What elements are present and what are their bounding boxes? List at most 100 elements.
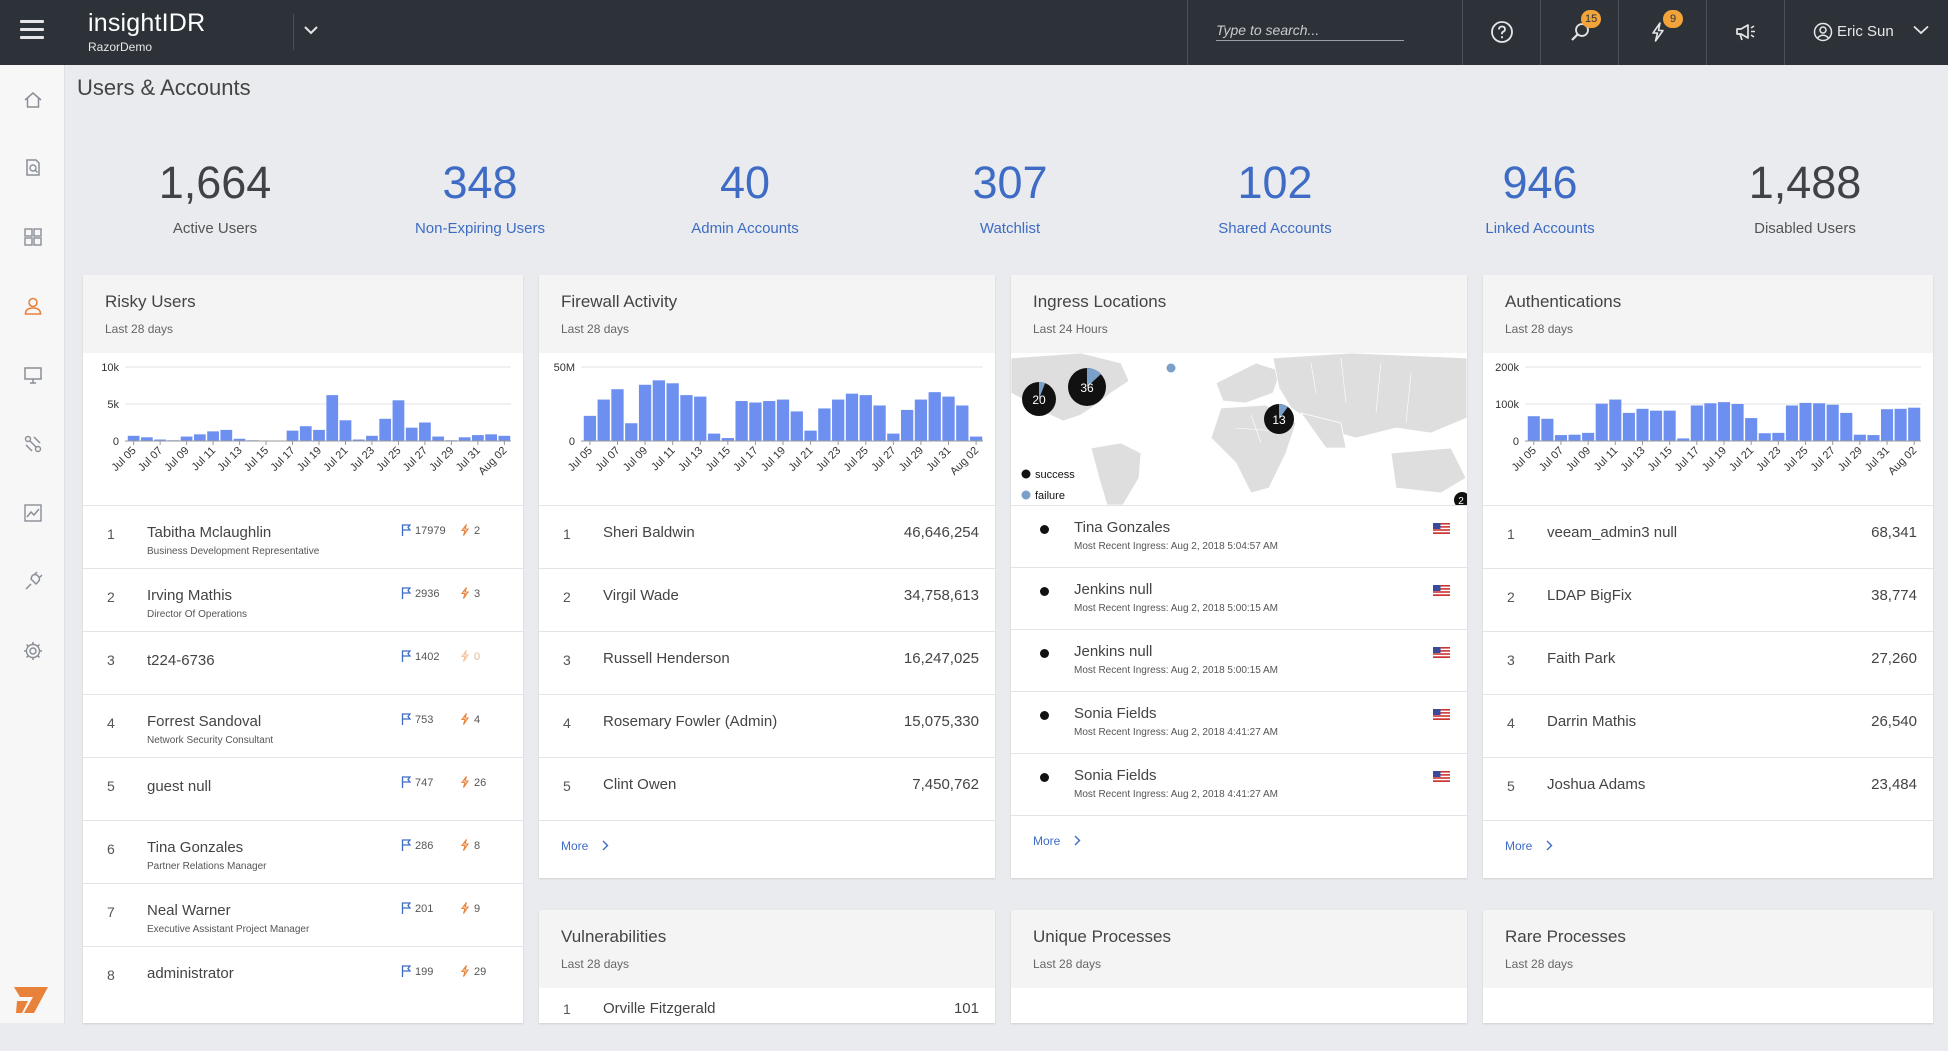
user-menu[interactable]: Eric Sun	[1784, 0, 1948, 65]
risky-user-row[interactable]: 8 administrator 199 29	[83, 946, 523, 1009]
bar[interactable]	[1758, 433, 1771, 441]
bar[interactable]	[1582, 432, 1595, 441]
bar[interactable]	[299, 426, 312, 441]
sidebar-item-users[interactable]	[18, 291, 48, 321]
bar[interactable]	[180, 436, 193, 441]
bar[interactable]	[611, 389, 624, 441]
bar[interactable]	[233, 438, 246, 441]
sidebar-item-home[interactable]	[18, 85, 48, 115]
bar[interactable]	[286, 430, 299, 441]
bar[interactable]	[1554, 435, 1568, 441]
bar[interactable]	[220, 429, 233, 441]
ingress-map[interactable]: 20 36 13 2 success failure	[1011, 353, 1467, 505]
bar[interactable]	[1527, 416, 1540, 441]
bar[interactable]	[127, 435, 140, 441]
ingress-row[interactable]: Sonia Fields Most Recent Ingress: Aug 2,…	[1011, 753, 1467, 815]
risky-user-row[interactable]: 2 Irving Mathis Director Of Operations 2…	[83, 568, 523, 631]
sidebar-item-log-search[interactable]	[18, 153, 48, 183]
bar[interactable]	[1867, 435, 1880, 441]
hamburger-menu-icon[interactable]	[20, 20, 44, 42]
bar[interactable]	[1853, 434, 1866, 441]
sidebar-item-settings[interactable]	[18, 636, 48, 666]
bar[interactable]	[707, 433, 721, 441]
bar[interactable]	[379, 418, 392, 441]
risky-user-row[interactable]: 6 Tina Gonzales Partner Relations Manage…	[83, 820, 523, 883]
stat-disabled-users[interactable]: 1,488 Disabled Users	[1695, 158, 1915, 238]
ingress-row[interactable]: Sonia Fields Most Recent Ingress: Aug 2,…	[1011, 691, 1467, 753]
bar[interactable]	[1568, 434, 1581, 441]
bar[interactable]	[339, 420, 352, 441]
bar[interactable]	[432, 436, 445, 441]
bar[interactable]	[818, 408, 831, 441]
bar[interactable]	[638, 384, 652, 441]
cluster-13[interactable]: 13	[1264, 404, 1294, 434]
bar[interactable]	[1880, 409, 1894, 441]
bar[interactable]	[352, 439, 365, 441]
auth-row[interactable]: 3 Faith Park 27,260	[1483, 631, 1933, 694]
bar[interactable]	[721, 438, 734, 441]
firewall-row[interactable]: 1 Sheri Baldwin 46,646,254	[539, 505, 995, 568]
bar[interactable]	[873, 405, 886, 441]
bar[interactable]	[1840, 412, 1853, 441]
bar[interactable]	[597, 399, 610, 441]
bar[interactable]	[1745, 418, 1758, 441]
more-link[interactable]: More	[1033, 834, 1061, 848]
stat-active-users[interactable]: 1,664 Active Users	[105, 158, 325, 238]
risky-user-row[interactable]: 3 t224-6736 1402 0	[83, 631, 523, 694]
bar[interactable]	[969, 436, 983, 441]
sidebar-item-reports[interactable]	[18, 498, 48, 528]
org-switcher-chevron-down-icon[interactable]	[293, 14, 327, 50]
bar[interactable]	[405, 427, 418, 441]
bar[interactable]	[680, 395, 693, 441]
bar[interactable]	[207, 431, 219, 441]
bar[interactable]	[419, 422, 431, 442]
bar[interactable]	[763, 401, 776, 441]
bar[interactable]	[1894, 408, 1907, 441]
sidebar-item-data-collection[interactable]	[18, 567, 48, 597]
bar[interactable]	[1908, 407, 1921, 441]
firewall-row[interactable]: 4 Rosemary Fowler (Admin) 15,075,330	[539, 694, 995, 757]
bar[interactable]	[942, 396, 955, 441]
stat-non-expiring-users[interactable]: 348 Non-Expiring Users	[370, 158, 590, 238]
bar[interactable]	[366, 435, 378, 441]
bar[interactable]	[1663, 410, 1676, 441]
bar[interactable]	[1541, 418, 1554, 441]
bar[interactable]	[1690, 405, 1703, 441]
stat-shared-accounts[interactable]: 102 Shared Accounts	[1165, 158, 1385, 238]
risky-user-row[interactable]: 7 Neal Warner Executive Assistant Projec…	[83, 883, 523, 946]
stat-admin-accounts[interactable]: 40 Admin Accounts	[635, 158, 855, 238]
bar[interactable]	[1799, 402, 1812, 441]
brand[interactable]: insightIDR RazorDemo	[88, 9, 205, 54]
bar[interactable]	[900, 409, 914, 441]
bar[interactable]	[694, 396, 707, 441]
bar[interactable]	[1717, 402, 1731, 441]
bar[interactable]	[485, 434, 498, 441]
bar[interactable]	[832, 399, 845, 441]
bar[interactable]	[1704, 403, 1717, 441]
bar[interactable]	[140, 437, 153, 441]
bar[interactable]	[1813, 403, 1826, 441]
ingress-row[interactable]: Tina Gonzales Most Recent Ingress: Aug 2…	[1011, 505, 1467, 567]
bar[interactable]	[928, 392, 941, 441]
bar[interactable]	[845, 393, 859, 441]
cluster-36[interactable]: 36	[1068, 368, 1106, 406]
bar[interactable]	[790, 411, 803, 441]
bar[interactable]	[583, 415, 597, 441]
more-link[interactable]: More	[1505, 839, 1533, 853]
announcements-button[interactable]	[1706, 0, 1784, 65]
help-button[interactable]	[1462, 0, 1540, 65]
bar[interactable]	[1622, 412, 1635, 441]
sidebar-item-network[interactable]	[18, 429, 48, 459]
ingress-row[interactable]: Jenkins null Most Recent Ingress: Aug 2,…	[1011, 567, 1467, 629]
bar[interactable]	[956, 405, 969, 441]
bar[interactable]	[1785, 405, 1798, 441]
bar[interactable]	[458, 437, 471, 441]
auth-row[interactable]: 5 Joshua Adams 23,484	[1483, 757, 1933, 820]
bar[interactable]	[1609, 399, 1622, 441]
bar[interactable]	[1650, 410, 1663, 441]
bar[interactable]	[498, 435, 511, 441]
sidebar-item-assets[interactable]	[18, 360, 48, 390]
bar[interactable]	[392, 400, 405, 441]
bar[interactable]	[1595, 403, 1608, 441]
auth-row[interactable]: 1 veeam_admin3 null 68,341	[1483, 505, 1933, 568]
